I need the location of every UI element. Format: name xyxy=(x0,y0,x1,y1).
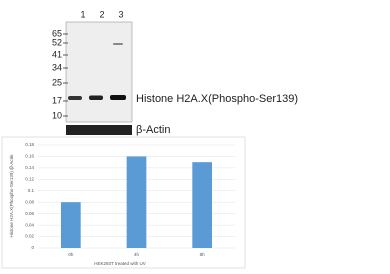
y-axis-label: Histone H2A.X(Phospho-Ser139) /β-Actin xyxy=(9,154,14,237)
marker-label: 52 xyxy=(52,37,62,47)
y-tick-label: 0.04 xyxy=(25,222,34,227)
bar xyxy=(127,156,147,248)
bar xyxy=(192,162,212,248)
blot-membrane xyxy=(66,22,132,122)
actin-strip xyxy=(66,125,132,135)
band xyxy=(89,96,103,101)
marker-label: 25 xyxy=(52,77,62,87)
figure: Histone H2A.X(Phospho-Ser139) β-Actin HE… xyxy=(0,0,390,269)
lane-label: 3 xyxy=(118,9,123,19)
page: {"blot": {"lanes": ["1", "2", "3"], "mar… xyxy=(0,0,390,269)
bar xyxy=(61,202,81,248)
y-tick-label: 0.16 xyxy=(25,154,34,159)
band xyxy=(110,95,126,100)
x-axis-label: HEK293T treated with UV xyxy=(94,261,145,266)
lane-label: 1 xyxy=(80,9,85,19)
band xyxy=(68,96,82,100)
y-tick-label: 0.1 xyxy=(28,188,35,193)
x-tick-label: 0h xyxy=(68,252,74,257)
y-tick-label: 0.12 xyxy=(25,177,34,182)
marker-label: 41 xyxy=(52,49,62,59)
band xyxy=(113,43,123,45)
marker-label: 34 xyxy=(52,62,62,72)
marker-label: 17 xyxy=(52,95,62,105)
x-tick-label: 8h xyxy=(200,252,206,257)
x-tick-label: 4h xyxy=(134,252,140,257)
y-tick-label: 0.06 xyxy=(25,211,34,216)
marker-label: 10 xyxy=(52,110,62,120)
y-tick-label: 0.08 xyxy=(25,199,34,204)
target-label: Histone H2A.X(Phospho-Ser139) xyxy=(136,93,298,105)
y-tick-label: 0.14 xyxy=(25,165,34,170)
y-tick-label: 0.02 xyxy=(25,234,34,239)
control-label: β-Actin xyxy=(136,124,170,136)
lane-label: 2 xyxy=(99,9,104,19)
y-tick-label: 0.18 xyxy=(25,142,34,147)
